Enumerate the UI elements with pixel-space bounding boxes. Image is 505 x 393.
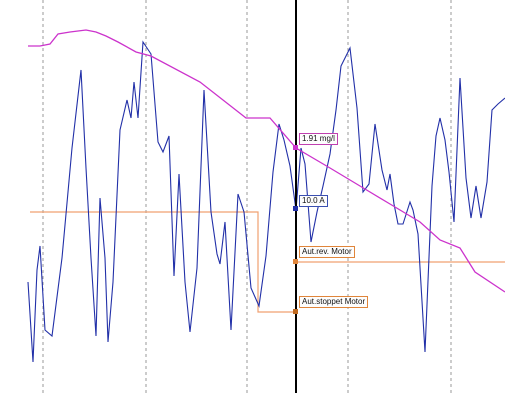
current-value-label: 10.0 A <box>299 195 328 207</box>
concentration-value-label: 1.91 mg/l <box>299 133 338 145</box>
motor-rev-marker <box>293 259 298 264</box>
motor-status-line <box>30 211 505 313</box>
motor-stop-label: Aut.stoppet Motor <box>299 296 369 308</box>
concentration-series-line <box>28 29 505 293</box>
current-series-line <box>27 40 505 363</box>
concentration-marker <box>293 145 298 150</box>
motor-rev-label: Aut.rev. Motor <box>299 246 355 258</box>
motor-stop-marker <box>293 309 298 314</box>
current-marker <box>293 206 298 211</box>
